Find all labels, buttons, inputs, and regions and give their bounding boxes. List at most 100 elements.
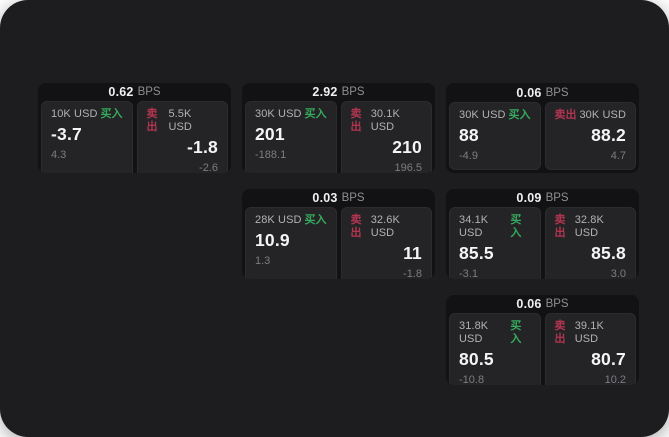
buy-price: 85.5 [459,243,494,263]
buy-panel-top: 31.8K USD 买入 [459,320,531,346]
sell-panel[interactable]: 卖出 32.6K USD 11 -1.8 [340,207,432,279]
sell-amount: 39.1K USD [574,320,604,345]
sell-side-label: 卖出 [146,108,158,133]
buy-panel[interactable]: 28K USD 买入 10.9 1.3 [245,207,337,279]
sell-price: 80.7 [591,349,626,369]
buy-side-label: 买入 [510,320,522,345]
buy-price: -3.7 [51,124,82,144]
buy-change: -4.9 [459,150,478,162]
quote-card: 0.06 BPS 30K USD 买入 88 -4.9 卖出 30K USD 8… [446,83,639,173]
sell-price: 210 [392,137,422,157]
card-header: 0.03 BPS [242,189,435,205]
card-body: 10K USD 买入 -3.7 4.3 卖出 5.5K USD -1.8 -2.… [38,99,231,173]
sell-price: -1.8 [187,137,218,157]
buy-panel[interactable]: 30K USD 买入 88 -4.9 [449,102,541,170]
card-header: 0.62 BPS [38,83,231,99]
buy-change: 4.3 [51,149,67,161]
sell-panel-top: 卖出 30K USD [555,109,627,122]
sell-side-label: 卖出 [554,320,566,345]
bps-unit-label: BPS [341,192,365,204]
bps-value: 0.06 [516,297,542,311]
sell-panel[interactable]: 卖出 30K USD 88.2 4.7 [544,102,636,170]
sell-change: 3.0 [610,268,626,279]
buy-amount: 30K USD [255,108,302,120]
buy-side-label: 买入 [100,108,123,120]
bps-unit-label: BPS [137,86,161,98]
buy-amount: 31.8K USD [459,320,489,345]
sell-change: -1.8 [403,268,422,279]
card-header: 0.06 BPS [446,295,639,311]
cards-grid: 0.62 BPS 10K USD 买入 -3.7 4.3 卖出 5.5K USD… [38,83,639,385]
sell-change: 4.7 [610,150,626,162]
sell-amount: 32.6K USD [370,214,400,239]
sell-change: -2.6 [199,162,218,173]
sell-change: 10.2 [604,374,626,385]
buy-price: 80.5 [459,349,494,369]
buy-panel-top: 10K USD 买入 [51,108,123,121]
buy-panel[interactable]: 34.1K USD 买入 85.5 -3.1 [449,207,541,279]
sell-side-label: 卖出 [554,109,577,121]
bps-unit-label: BPS [545,192,569,204]
bps-value: 0.06 [516,85,542,100]
buy-panel-top: 28K USD 买入 [255,214,327,227]
sell-panel-top: 卖出 30.1K USD [351,108,423,134]
bps-value: 0.62 [108,85,134,99]
buy-change: 1.3 [255,255,271,267]
card-body: 30K USD 买入 88 -4.9 卖出 30K USD 88.2 4.7 [446,100,639,173]
quote-card: 0.03 BPS 28K USD 买入 10.9 1.3 卖出 32.6K US… [242,189,435,279]
bps-value: 0.03 [312,191,338,205]
buy-panel[interactable]: 31.8K USD 买入 80.5 -10.8 [449,313,541,385]
bps-value: 2.92 [312,85,338,99]
buy-change: -188.1 [255,149,287,161]
buy-panel-top: 34.1K USD 买入 [459,214,531,240]
sell-panel[interactable]: 卖出 30.1K USD 210 196.5 [340,101,432,173]
sell-amount: 30.1K USD [370,108,400,133]
card-body: 30K USD 买入 201 -188.1 卖出 30.1K USD 210 1… [242,99,435,173]
sell-panel[interactable]: 卖出 39.1K USD 80.7 10.2 [544,313,636,385]
buy-amount: 10K USD [51,108,98,120]
card-header: 2.92 BPS [242,83,435,99]
sell-side-label: 卖出 [350,108,362,133]
sell-panel-top: 卖出 32.6K USD [351,214,423,240]
sell-panel[interactable]: 卖出 5.5K USD -1.8 -2.6 [136,101,228,173]
card-body: 28K USD 买入 10.9 1.3 卖出 32.6K USD 11 -1.8 [242,205,435,279]
buy-panel-top: 30K USD 买入 [459,109,531,122]
sell-price: 88.2 [591,125,626,145]
sell-side-label: 卖出 [350,214,362,239]
buy-price: 10.9 [255,230,290,250]
card-body: 31.8K USD 买入 80.5 -10.8 卖出 39.1K USD 80.… [446,311,639,385]
buy-amount: 28K USD [255,214,302,226]
buy-side-label: 买入 [508,109,531,121]
bps-unit-label: BPS [545,86,569,99]
sell-side-label: 卖出 [554,214,566,239]
sell-amount: 32.8K USD [574,214,604,239]
sell-price: 11 [403,243,422,263]
buy-panel[interactable]: 30K USD 买入 201 -188.1 [245,101,337,173]
buy-price: 88 [459,125,479,145]
sell-panel-top: 卖出 39.1K USD [555,320,627,346]
sell-amount: 30K USD [579,109,626,121]
sell-price: 85.8 [591,243,626,263]
card-header: 0.06 BPS [446,83,639,100]
sell-panel[interactable]: 卖出 32.8K USD 85.8 3.0 [544,207,636,279]
bps-unit-label: BPS [341,86,365,98]
buy-panel-top: 30K USD 买入 [255,108,327,121]
quote-card: 2.92 BPS 30K USD 买入 201 -188.1 卖出 30.1K … [242,83,435,173]
buy-amount: 34.1K USD [459,214,489,239]
quote-card: 0.06 BPS 31.8K USD 买入 80.5 -10.8 卖出 39.1… [446,295,639,385]
buy-change: -10.8 [459,374,485,385]
bps-value: 0.09 [516,191,542,205]
sell-panel-top: 卖出 5.5K USD [147,108,219,134]
buy-side-label: 买入 [304,108,327,120]
sell-amount: 5.5K USD [168,108,192,133]
buy-change: -3.1 [459,268,478,279]
sell-change: 196.5 [394,162,422,173]
card-header: 0.09 BPS [446,189,639,205]
buy-price: 201 [255,124,285,144]
quote-card: 0.09 BPS 34.1K USD 买入 85.5 -3.1 卖出 32.8K… [446,189,639,279]
buy-side-label: 买入 [510,214,522,239]
quote-card: 0.62 BPS 10K USD 买入 -3.7 4.3 卖出 5.5K USD… [38,83,231,173]
buy-amount: 30K USD [459,109,506,121]
buy-panel[interactable]: 10K USD 买入 -3.7 4.3 [41,101,133,173]
